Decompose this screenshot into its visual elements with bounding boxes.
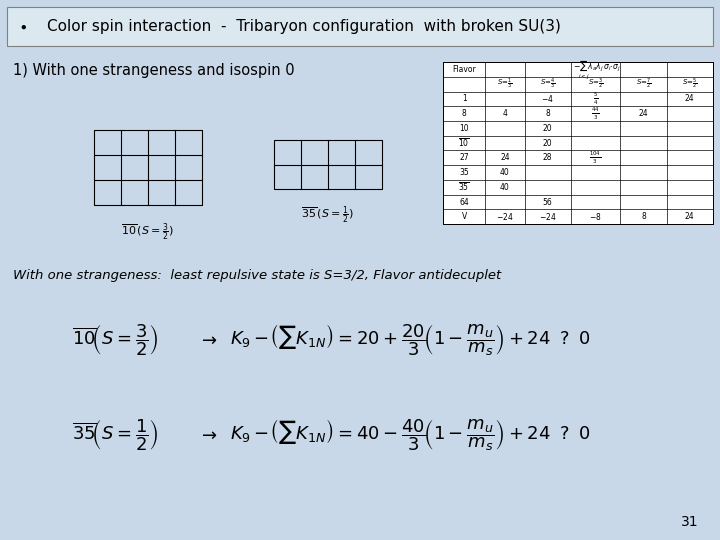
Text: 35: 35 xyxy=(459,168,469,177)
Text: 8: 8 xyxy=(462,109,467,118)
Text: $-24$: $-24$ xyxy=(496,211,514,222)
Text: $K_9-\!\left(\sum K_{1N}\right)=40-\dfrac{40}{3}\!\left(1-\dfrac{m_u}{m_s}\right: $K_9-\!\left(\sum K_{1N}\right)=40-\dfra… xyxy=(230,417,591,453)
Text: $\overline{35}$: $\overline{35}$ xyxy=(458,181,470,193)
Text: 28: 28 xyxy=(543,153,552,163)
Text: 8: 8 xyxy=(641,212,646,221)
Text: $\overline{35}\!\left(S=\dfrac{1}{2}\right)$: $\overline{35}\!\left(S=\dfrac{1}{2}\rig… xyxy=(72,417,158,453)
Text: 40: 40 xyxy=(500,168,510,177)
Bar xyxy=(443,62,713,224)
Text: 24: 24 xyxy=(685,94,695,104)
Text: 10: 10 xyxy=(459,124,469,133)
Text: 56: 56 xyxy=(543,198,552,206)
Text: V: V xyxy=(462,212,467,221)
Text: 1) With one strangeness and isospin 0: 1) With one strangeness and isospin 0 xyxy=(13,63,294,78)
Text: $S\!=\!\frac{7}{2}$: $S\!=\!\frac{7}{2}$ xyxy=(636,77,652,91)
Text: 40: 40 xyxy=(500,183,510,192)
Text: With one strangeness:  least repulsive state is S=3/2, Flavor antidecuplet: With one strangeness: least repulsive st… xyxy=(13,269,501,282)
Text: 24: 24 xyxy=(685,212,695,221)
Text: $-\!\sum_{i<j}\lambda_a\lambda_j\,\sigma_i\!\cdot\!\sigma_j$: $-\!\sum_{i<j}\lambda_a\lambda_j\,\sigma… xyxy=(573,58,621,81)
Text: $\overline{10}\,(S=\frac{3}{2})$: $\overline{10}\,(S=\frac{3}{2})$ xyxy=(121,221,174,242)
Text: $\frac{44}{3}$: $\frac{44}{3}$ xyxy=(591,105,600,122)
Text: $S\!=\!\frac{1}{3}$: $S\!=\!\frac{1}{3}$ xyxy=(497,77,513,91)
Text: Color spin interaction  -  Tribaryon configuration  with broken SU(3): Color spin interaction - Tribaryon confi… xyxy=(47,19,561,34)
Text: $K_9-\!\left(\sum K_{1N}\right)=20+\dfrac{20}{3}\!\left(1-\dfrac{m_u}{m_s}\right: $K_9-\!\left(\sum K_{1N}\right)=20+\dfra… xyxy=(230,322,591,358)
Text: 64: 64 xyxy=(459,198,469,206)
Text: 4: 4 xyxy=(503,109,508,118)
Text: 24: 24 xyxy=(639,109,648,118)
Text: $S\!=\!\frac{4}{3}$: $S\!=\!\frac{4}{3}$ xyxy=(540,77,556,91)
Bar xyxy=(94,130,202,205)
Text: $\rightarrow$: $\rightarrow$ xyxy=(198,426,217,444)
Text: 1: 1 xyxy=(462,94,467,104)
Text: $\frac{104}{3}$: $\frac{104}{3}$ xyxy=(590,150,602,166)
Bar xyxy=(274,140,382,189)
Text: $\overline{10}\!\left(S=\dfrac{3}{2}\right)$: $\overline{10}\!\left(S=\dfrac{3}{2}\rig… xyxy=(72,322,158,358)
Text: 20: 20 xyxy=(543,124,552,133)
Text: $\overline{35}\,(S=\frac{1}{2})$: $\overline{35}\,(S=\frac{1}{2})$ xyxy=(301,205,354,226)
Text: $\rightarrow$: $\rightarrow$ xyxy=(198,331,217,349)
Text: 8: 8 xyxy=(545,109,550,118)
Text: $-24$: $-24$ xyxy=(539,211,557,222)
Text: $\bullet$: $\bullet$ xyxy=(18,19,27,34)
Text: 27: 27 xyxy=(459,153,469,163)
Text: $\frac{5}{4}$: $\frac{5}{4}$ xyxy=(593,91,598,107)
Text: 20: 20 xyxy=(543,139,552,147)
Text: $\overline{10}$: $\overline{10}$ xyxy=(458,137,470,149)
Text: $-4$: $-4$ xyxy=(541,93,554,104)
Text: 31: 31 xyxy=(681,515,698,529)
FancyBboxPatch shape xyxy=(7,7,713,46)
Text: $-8$: $-8$ xyxy=(589,211,602,222)
Text: Flavor: Flavor xyxy=(452,65,476,74)
Text: $S\!=\!\frac{3}{2}$: $S\!=\!\frac{3}{2}$ xyxy=(588,77,603,91)
Text: 24: 24 xyxy=(500,153,510,163)
Text: $S\!=\!\frac{5}{2}$: $S\!=\!\frac{5}{2}$ xyxy=(682,77,698,91)
